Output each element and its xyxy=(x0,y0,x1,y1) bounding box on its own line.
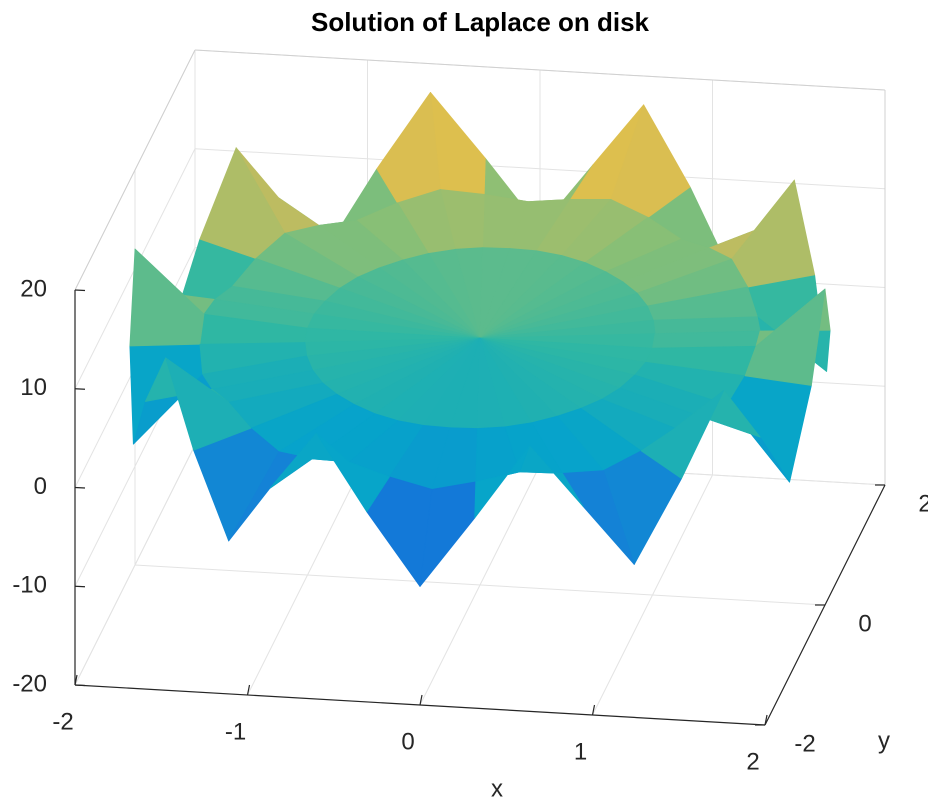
chart-title: Solution of Laplace on disk xyxy=(311,7,650,37)
surface-patch xyxy=(165,357,252,451)
z-tick xyxy=(74,585,86,588)
grid-line xyxy=(194,148,886,190)
x-tick xyxy=(764,714,768,726)
z-tick xyxy=(74,486,86,489)
x-tick xyxy=(74,674,78,686)
x-tick xyxy=(591,704,596,716)
surface xyxy=(129,92,831,587)
z-tick-label: 20 xyxy=(20,275,47,302)
x-tick-label: 2 xyxy=(746,748,759,775)
box-edge xyxy=(194,49,886,91)
box-edge xyxy=(74,49,196,291)
grid-line xyxy=(134,564,826,606)
x-tick xyxy=(246,684,251,696)
x-tick-label: -2 xyxy=(52,708,73,735)
surface-patch xyxy=(129,248,205,347)
surface-patch xyxy=(315,432,390,513)
z-tick-label: 10 xyxy=(20,374,47,401)
z-tick xyxy=(74,289,86,292)
x-tick-label: 0 xyxy=(401,728,414,755)
x-tick-label: 1 xyxy=(574,738,587,765)
z-tick-label: -10 xyxy=(12,572,47,599)
y-tick-label: 2 xyxy=(918,490,928,517)
surface-patch xyxy=(744,288,826,386)
surface-patch xyxy=(652,330,761,349)
y-tick-label: -2 xyxy=(794,730,815,757)
z-tick-label: 0 xyxy=(34,473,47,500)
z-tick xyxy=(74,684,86,687)
surface-patch xyxy=(474,445,530,519)
z-tick-label: -20 xyxy=(12,670,47,697)
y-axis-label: y xyxy=(878,727,890,754)
z-tick xyxy=(74,388,86,390)
x-tick xyxy=(419,694,423,706)
grid-line xyxy=(74,444,196,686)
y-tick-label: 0 xyxy=(858,610,871,637)
surface-patch xyxy=(640,389,725,479)
surface-patch xyxy=(731,179,816,288)
x-axis-label: x xyxy=(491,775,503,802)
x-tick-label: -1 xyxy=(225,718,246,745)
